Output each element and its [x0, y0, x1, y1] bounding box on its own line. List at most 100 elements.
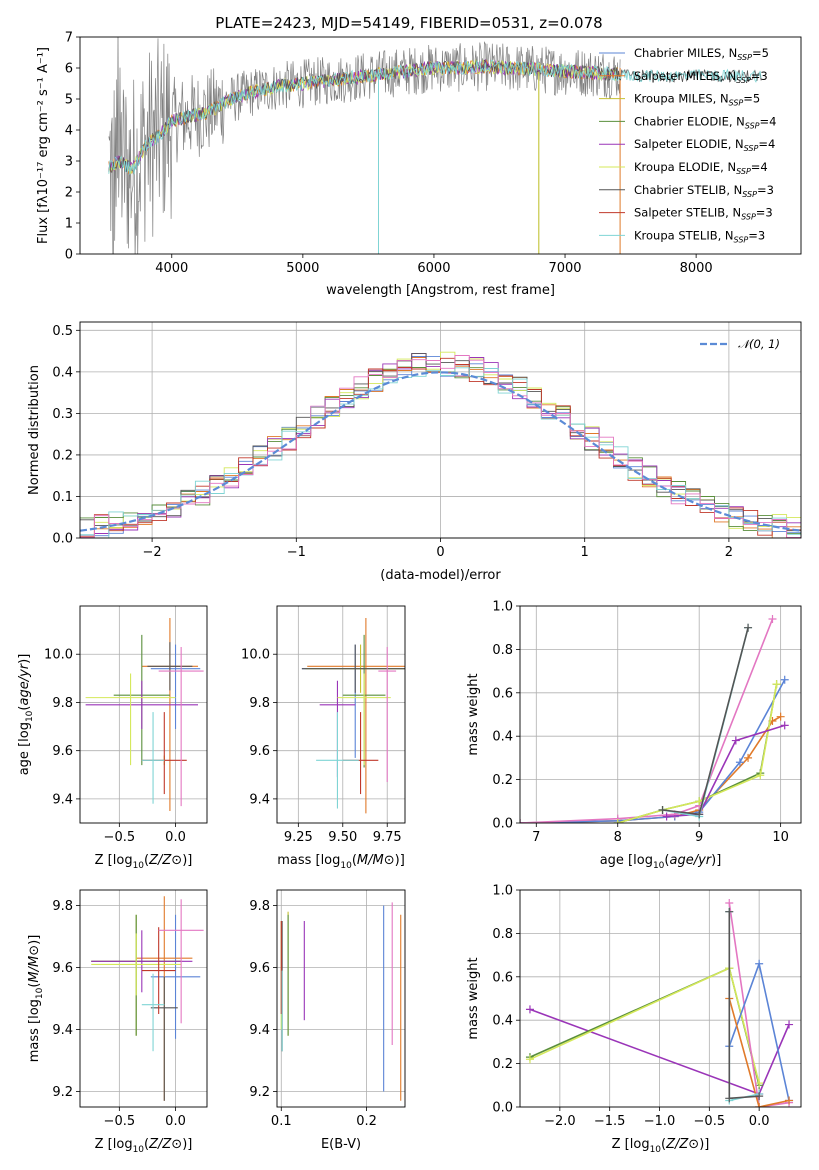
x-tick-label: 9.25	[284, 830, 313, 845]
label-part: age [log	[600, 853, 653, 868]
errorbar-point	[150, 976, 178, 1101]
y-tick-label: 1.0	[492, 884, 513, 899]
legend-sub: SSP	[736, 76, 751, 85]
panel-age_vs_mass: 9.25 9.50 9.75 9.4 9.6 9.8 10.0	[241, 605, 406, 845]
y-tick-label: 10.0	[241, 648, 270, 663]
weight-marker	[735, 758, 744, 767]
errorbar-point	[337, 673, 391, 766]
label-sub: 10	[340, 861, 352, 871]
x-tick-label: 0.0	[165, 830, 186, 845]
legend-entry: Kroupa STELIB, NSSP=3	[634, 228, 765, 244]
label-sub: 10	[25, 710, 35, 722]
axes-frame	[519, 605, 802, 824]
legend-text: Salpeter ELODIE, N	[634, 137, 744, 151]
legend-text: Kroupa STELIB, N	[634, 228, 734, 242]
weight-marker	[525, 1055, 534, 1064]
label-part: (	[27, 983, 42, 988]
y-tick-label: 9.6	[52, 744, 73, 759]
errorbar-point	[141, 927, 176, 1014]
legend-entry: Salpeter MILES, NSSP=3	[634, 69, 768, 85]
x-tick-label: 0.0	[165, 1114, 186, 1129]
x-tick-label: 7	[532, 830, 540, 845]
axes-frame	[79, 605, 208, 824]
label-part: Z [log	[95, 1137, 133, 1152]
weight-series	[529, 966, 760, 1084]
legend-sub: SSP	[745, 121, 760, 130]
legend-text: =4	[758, 137, 775, 151]
x-tick-label: −1.5	[594, 1114, 626, 1129]
x-tick-label: −2	[143, 545, 162, 560]
legend-text: Chabrier STELIB, N	[634, 183, 742, 197]
weight-marker	[755, 1103, 764, 1107]
y-tick-label: 9.4	[52, 792, 73, 807]
y-tick-label: 9.4	[249, 1023, 270, 1038]
axis-label: age [log10(age/yr)]	[17, 654, 35, 776]
y-tick-label: 9.6	[249, 744, 270, 759]
weight-marker	[772, 680, 781, 689]
legend-entry: Chabrier ELODIE, NSSP=4	[634, 114, 776, 130]
errorbar-point	[147, 642, 193, 691]
plot-area	[520, 615, 789, 823]
legend-text: =4	[760, 114, 777, 128]
legend-text: =3	[751, 69, 768, 83]
plot-area	[85, 618, 204, 811]
weight-marker	[731, 736, 740, 745]
x-tick-label: 4000	[155, 261, 188, 276]
errorbar-point	[85, 680, 199, 729]
legend-text: Salpeter MILES, N	[634, 69, 736, 83]
weight-marker	[725, 907, 734, 916]
x-tick-label: 0.1	[271, 1114, 292, 1129]
legend-text: Kroupa ELODIE, N	[634, 160, 736, 174]
weight-marker	[662, 812, 671, 821]
legend-entry: Chabrier STELIB, NSSP=3	[634, 183, 774, 199]
label-part: (	[144, 853, 149, 868]
y-tick-label: 9.8	[52, 899, 73, 914]
weight-marker	[785, 1096, 794, 1105]
y-axis-label: mass weight	[466, 673, 481, 755]
y-tick-label: 6	[65, 62, 73, 77]
y-tick-label: 9.2	[249, 1085, 270, 1100]
weight-marker	[755, 959, 764, 968]
label-part: )]	[182, 1137, 192, 1152]
label-italic: Z/Z⊙	[148, 1137, 182, 1152]
y-axis-label: Flux [fλ10⁻¹⁷ erg cm⁻² s⁻¹ A⁻¹]	[36, 47, 51, 244]
label-italic: age/yr	[17, 662, 32, 705]
weight-series	[728, 902, 790, 1107]
label-part: (	[352, 853, 357, 868]
x-tick-label: 1	[581, 545, 589, 560]
x-tick-label: 7000	[548, 261, 581, 276]
x-tick-label: 0	[436, 545, 444, 560]
weight-marker	[658, 805, 667, 814]
y-tick-label: 0.2	[492, 773, 513, 788]
y-tick-label: 2	[65, 186, 73, 201]
axis-label: mass [log10(M/M⊙)]	[277, 853, 405, 871]
label-sub: 10	[133, 1145, 145, 1155]
label-part: mass [log	[27, 999, 42, 1062]
weight-marker	[785, 1020, 794, 1029]
weight-marker	[695, 810, 704, 819]
errorbar-point	[91, 933, 182, 996]
histogram-series	[80, 355, 801, 538]
axes-frame	[519, 889, 802, 1108]
panel-age_vs_Z: −0.5 0.0 9.4 9.6 9.8 10.0	[44, 605, 208, 845]
weight-marker	[744, 623, 753, 632]
label-part: (	[144, 1137, 149, 1152]
legend-text: =5	[743, 92, 760, 106]
errorbar-point	[141, 712, 187, 795]
label-part: (	[661, 1137, 666, 1152]
errorbar-point	[307, 618, 405, 814]
panel-mass_vs_Z: −0.5 0.0 9.2 9.4 9.6 9.8	[52, 889, 208, 1129]
legend-entry: Kroupa MILES, NSSP=5	[634, 92, 760, 108]
label-part: (	[17, 706, 32, 711]
legend-entry: 𝒩(0, 1)	[738, 337, 780, 351]
label-part: )]	[17, 654, 32, 664]
y-tick-label: 10.0	[44, 648, 73, 663]
legend-entry: Salpeter STELIB, NSSP=3	[634, 206, 773, 222]
axes-frame	[79, 889, 208, 1108]
x-tick-label: −0.5	[104, 1114, 136, 1129]
x-tick-label: −2.0	[544, 1114, 576, 1129]
label-italic: Z/Z⊙	[665, 1137, 699, 1152]
y-tick-label: 0	[65, 248, 73, 263]
legend-entry: Chabrier MILES, NSSP=5	[634, 46, 769, 62]
